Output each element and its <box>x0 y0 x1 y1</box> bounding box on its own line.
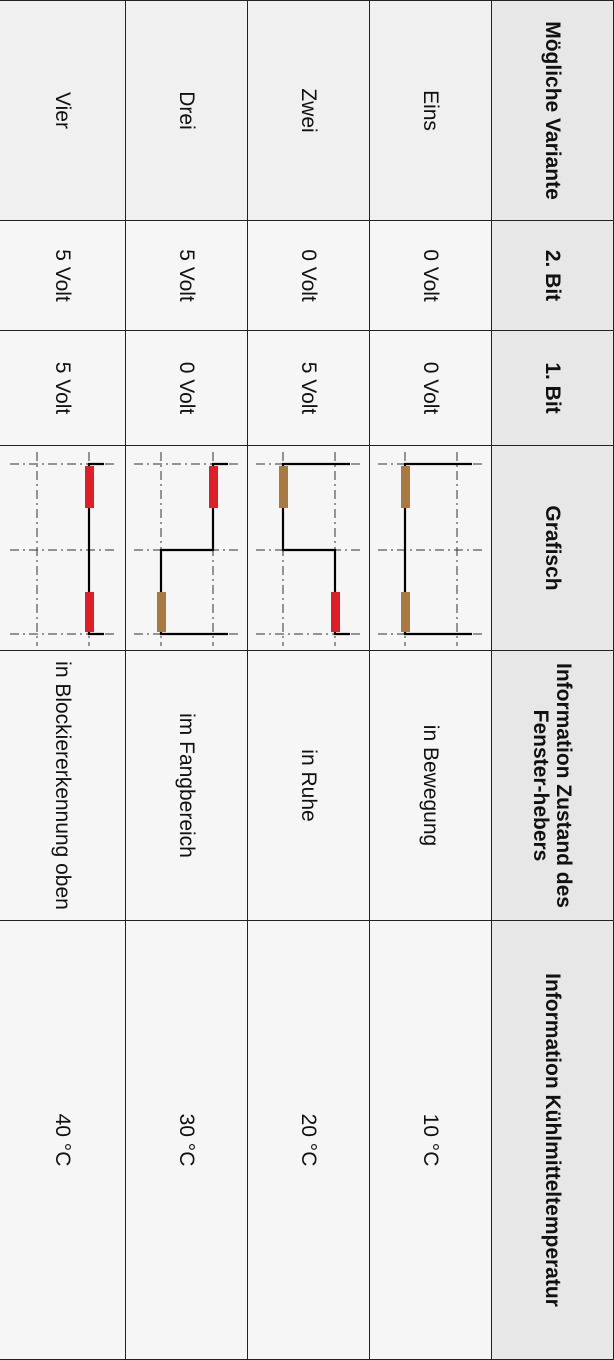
cell-zustand: im Fangbereich <box>125 650 248 921</box>
table-header: Mögliche Variante 2. Bit 1. Bit Grafisch… <box>491 0 614 1360</box>
cell-grafisch <box>247 445 370 651</box>
cell-bit2: 0 Volt <box>247 220 370 331</box>
cell-bit1: 5 Volt <box>247 330 370 446</box>
header-bit2: 2. Bit <box>491 220 614 331</box>
bit-1-marker <box>157 592 167 632</box>
cell-bit1: 0 Volt <box>369 330 492 446</box>
header-bit1: 1. Bit <box>491 330 614 446</box>
table-body: Eins 0 Volt 0 Volt in Bewegung 10 °C Zwe… <box>0 0 492 1360</box>
cell-temperatur: 20 °C <box>247 920 370 1360</box>
cell-grafisch <box>369 445 492 651</box>
signal-graphic <box>378 452 483 646</box>
signal-graphic <box>10 452 115 646</box>
bit-2-marker <box>401 466 411 508</box>
cell-bit1: 0 Volt <box>125 330 248 446</box>
cell-bit2: 0 Volt <box>369 220 492 331</box>
bit-1-marker <box>85 592 95 632</box>
cell-temperatur: 40 °C <box>0 920 126 1360</box>
cell-variante: Vier <box>0 0 126 221</box>
header-grafisch: Grafisch <box>491 445 614 651</box>
signal-trace <box>88 462 105 636</box>
signal-trace <box>160 462 229 636</box>
header-kuehlmittel: Information Kühlmitteltemperatur <box>491 920 614 1360</box>
table-row: Vier 5 Volt 5 Volt in Blockiererkennung … <box>0 0 126 1360</box>
signal-trace <box>404 462 473 636</box>
cell-zustand: in Ruhe <box>247 650 370 921</box>
cell-bit2: 5 Volt <box>125 220 248 331</box>
table-row: Zwei 0 Volt 5 Volt in Ruhe 20 °C <box>247 0 370 1360</box>
cell-variante: Eins <box>369 0 492 221</box>
cell-variante: Drei <box>125 0 248 221</box>
cell-bit2: 5 Volt <box>0 220 126 331</box>
table-row: Drei 5 Volt 0 Volt im Fangbereich 30 °C <box>125 0 248 1360</box>
header-row: Mögliche Variante 2. Bit 1. Bit Grafisch… <box>491 0 614 1360</box>
bit-2-marker <box>279 466 289 508</box>
cell-variante: Zwei <box>247 0 370 221</box>
header-fensterheber: Information Zustand des Fenster-hebers <box>491 650 614 921</box>
bit-1-marker <box>401 592 411 632</box>
table-row: Eins 0 Volt 0 Volt in Bewegung 10 °C <box>369 0 492 1360</box>
cell-zustand: in Blockiererkennung oben <box>0 650 126 921</box>
signal-graphic <box>134 452 239 646</box>
cell-zustand: in Bewegung <box>369 650 492 921</box>
cell-temperatur: 30 °C <box>125 920 248 1360</box>
signal-trace <box>282 462 351 636</box>
bit-1-marker <box>331 592 341 632</box>
cell-temperatur: 10 °C <box>369 920 492 1360</box>
cell-grafisch <box>0 445 126 651</box>
header-variante: Mögliche Variante <box>491 0 614 221</box>
cell-bit1: 5 Volt <box>0 330 126 446</box>
bit-2-marker <box>85 466 95 508</box>
bit-2-marker <box>209 466 219 508</box>
cell-grafisch <box>125 445 248 651</box>
signal-graphic <box>256 452 361 646</box>
